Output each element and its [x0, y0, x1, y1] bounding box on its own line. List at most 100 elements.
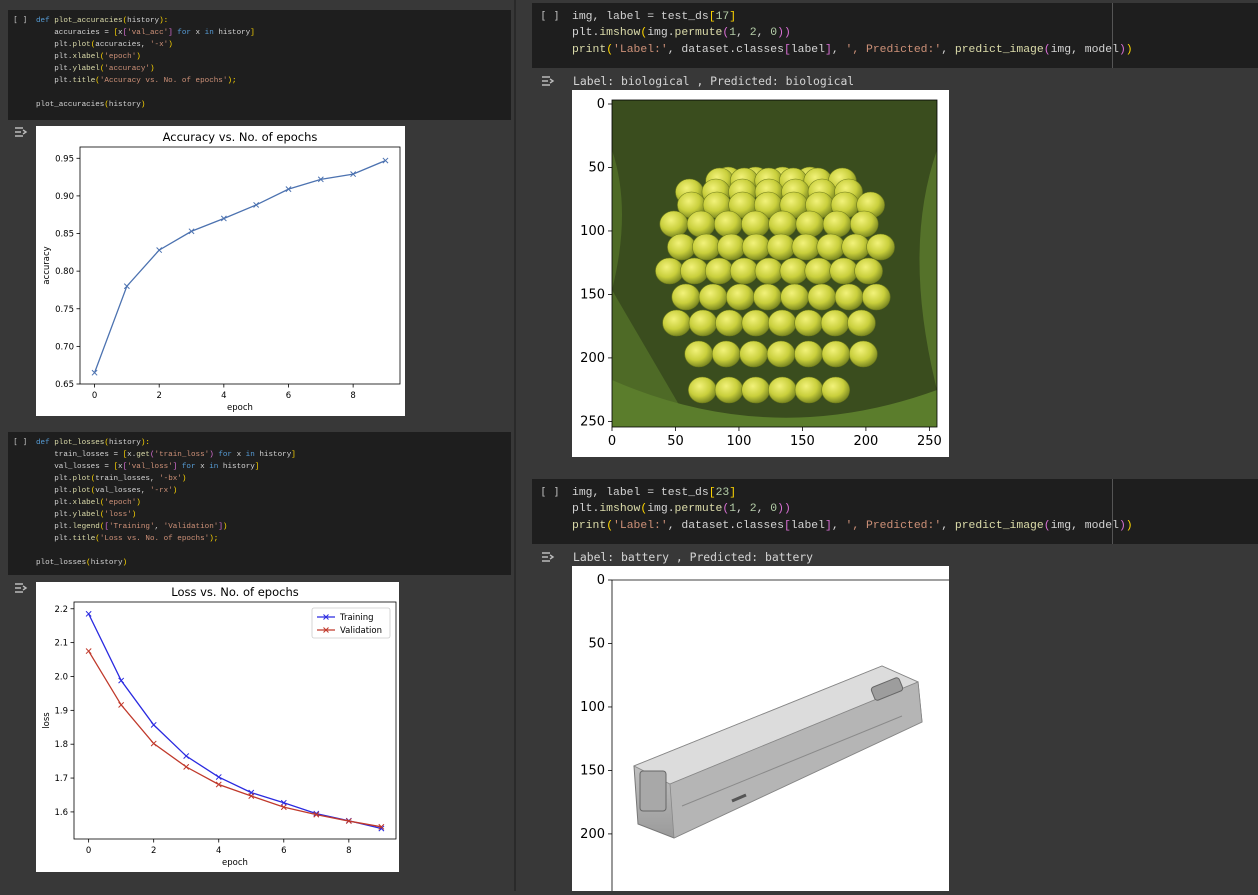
code-token: xlabel [72, 499, 100, 507]
code-token: 'epoch' [104, 53, 137, 61]
code-token: '-rx' [149, 487, 173, 495]
data-point [253, 201, 260, 208]
x-tick-label: 2 [151, 846, 156, 856]
code-token: plt. [36, 475, 73, 483]
code-line: plt.title('Accuracy vs. No. of epochs'); [36, 75, 255, 87]
fruit-blob [714, 376, 744, 404]
code-token: ] [729, 11, 737, 23]
code-token: xlabel [72, 53, 100, 61]
code-editor[interactable]: img, label = test_ds[17] plt.imshow(img.p… [572, 9, 1133, 58]
code-token: ( [99, 499, 105, 507]
fruit-blob [779, 257, 809, 285]
prediction-2-code-cell[interactable]: [ ] img, label = test_ds[23] plt.imshow(i… [532, 479, 1258, 544]
code-token: ylabel [72, 65, 100, 73]
accuracy-code-cell[interactable]: [ ] def plot_accuracies(history): accura… [8, 10, 511, 120]
code-token: , dataset.classes [667, 43, 784, 56]
code-token: print [572, 43, 607, 56]
code-token: ) [1118, 43, 1126, 56]
code-token: ) [140, 101, 146, 109]
y-tick-label: 0 [597, 97, 605, 112]
output-toggle-icon[interactable] [14, 582, 29, 594]
output-toggle-icon[interactable] [14, 126, 29, 138]
data-point [150, 721, 157, 728]
x-tick-label: 0 [92, 391, 97, 401]
code-token: img. [647, 503, 675, 516]
code-token: history [108, 439, 141, 447]
code-token: plt. [36, 53, 73, 61]
code-line: plt.ylabel('accuracy') [36, 63, 255, 75]
x-tick-label: 4 [216, 846, 221, 856]
data-point [85, 610, 92, 617]
run-cell-button[interactable]: [ ] [13, 437, 28, 446]
code-token: ( [99, 53, 105, 61]
x-tick-label: 8 [346, 846, 351, 856]
y-tick-label: 150 [580, 287, 605, 302]
fruit-blob [667, 233, 696, 261]
code-token: )) [777, 27, 791, 40]
data-point [123, 283, 130, 290]
y-tick-label: 1.9 [54, 706, 68, 716]
code-token: , dataset.classes [667, 519, 784, 532]
code-token: ) [131, 511, 137, 519]
code-token: , [941, 43, 955, 56]
code-line: plt.legend(['Training', 'Validation']) [36, 521, 296, 533]
code-editor[interactable]: def plot_losses(history): train_losses =… [36, 437, 296, 569]
code-token: 'Validation' [163, 523, 219, 531]
x-tick-label: 2 [156, 391, 161, 401]
code-line: train_losses = [x.get('train_loss') for … [36, 449, 296, 461]
x-axis-label: epoch [222, 858, 248, 868]
code-editor[interactable]: img, label = test_ds[23] plt.imshow(img.p… [572, 485, 1133, 534]
run-cell-button[interactable]: [ ] [540, 9, 560, 22]
run-cell-button[interactable]: [ ] [540, 485, 560, 498]
code-token: accuracies = [36, 29, 114, 37]
plot-frame [73, 601, 397, 840]
code-token: ) [136, 499, 141, 507]
y-tick-label: 50 [588, 636, 605, 651]
data-point [150, 740, 157, 747]
editor-ruler [1112, 479, 1113, 544]
legend-marker [323, 614, 329, 620]
code-token: get [136, 451, 150, 459]
code-token: [ [122, 463, 128, 471]
code-token: 'Training' [108, 523, 155, 531]
output-toggle-icon[interactable] [541, 551, 556, 563]
prediction-2-output: Label: battery , Predicted: battery [573, 550, 814, 564]
output-toggle-icon[interactable] [541, 75, 556, 87]
run-cell-button[interactable]: [ ] [13, 15, 28, 24]
code-token: plt. [36, 511, 73, 519]
prediction-1-image [612, 100, 937, 427]
code-token: 1 [729, 503, 737, 516]
fruit-blob [822, 210, 852, 238]
fruit-blob [725, 283, 755, 311]
loss-code-cell[interactable]: [ ] def plot_losses(history): train_loss… [8, 432, 511, 575]
code-token: , [941, 519, 955, 532]
y-tick-label: 200 [580, 827, 605, 842]
code-token: for [172, 29, 196, 37]
fruit-blob [816, 233, 846, 261]
code-token: x. [127, 451, 137, 459]
code-token: ) [209, 451, 214, 459]
data-point [118, 677, 125, 684]
fruit-blob [655, 257, 684, 285]
fruit-blob [848, 340, 878, 368]
code-token: 23 [715, 487, 730, 499]
fruit-blob [711, 340, 741, 368]
code-token: x [200, 463, 205, 471]
code-token: ); [209, 535, 219, 543]
code-editor[interactable]: def plot_accuracies(history): accuracies… [36, 15, 255, 111]
code-token: plt. [36, 41, 73, 49]
code-token: ( [606, 43, 614, 56]
code-token: ] [291, 451, 296, 459]
y-tick-label: 1.7 [54, 774, 68, 784]
code-token: def [36, 17, 55, 25]
code-token: in [241, 451, 260, 459]
y-axis-label: loss [42, 712, 52, 729]
prediction-1-code-cell[interactable]: [ ] img, label = test_ds[17] plt.imshow(i… [532, 3, 1258, 68]
code-token: 'Loss vs. No. of epochs' [99, 535, 210, 543]
y-tick-label: 0 [597, 573, 605, 588]
fruit-blob [766, 233, 796, 261]
fruit-blob [795, 210, 825, 238]
fruit-blob [713, 210, 743, 238]
fruit-blob [794, 340, 823, 368]
